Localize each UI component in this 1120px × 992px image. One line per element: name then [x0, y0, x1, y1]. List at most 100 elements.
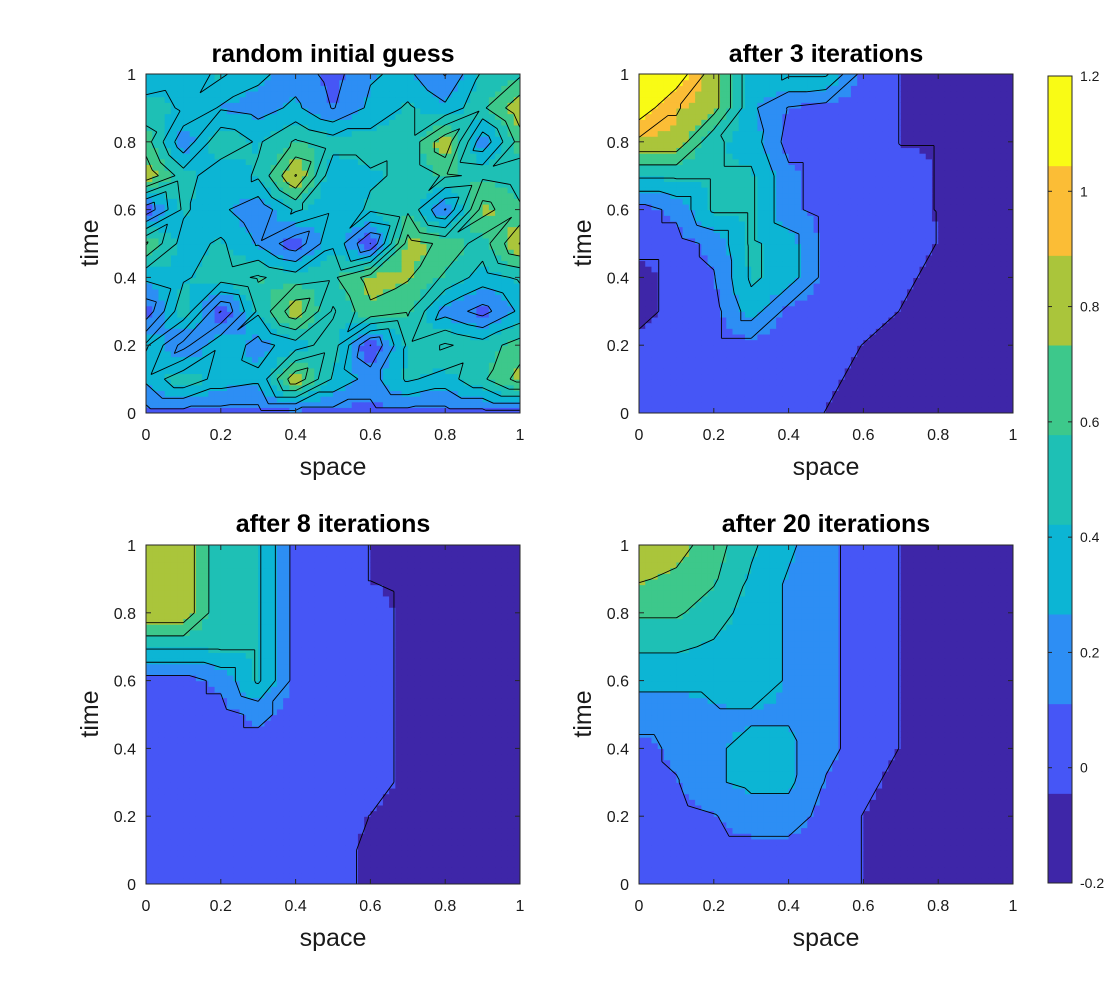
contour-cell	[451, 192, 459, 199]
contour-cell	[289, 277, 297, 284]
contour-cell	[301, 277, 309, 284]
contour-cell	[501, 243, 509, 250]
contour-cell	[270, 345, 278, 352]
contour-cell	[208, 260, 216, 267]
contour-cell	[463, 124, 471, 132]
contour-cell	[838, 283, 846, 290]
contour-cell	[177, 158, 184, 165]
contour-cell	[177, 390, 184, 397]
contour-cell	[963, 350, 970, 358]
contour-cell	[463, 74, 471, 81]
contour-cell	[376, 271, 384, 278]
contour-cell	[401, 356, 409, 363]
contour-cell	[214, 203, 222, 211]
contour-cell	[407, 164, 415, 171]
contour-cell	[944, 379, 952, 386]
contour-cell	[295, 90, 303, 98]
contour-cell	[470, 333, 477, 341]
contour-cell	[819, 294, 827, 301]
contour-cell	[333, 136, 340, 143]
contour-cell	[495, 237, 502, 245]
contour-cell	[432, 164, 440, 171]
contour-cell	[482, 119, 490, 126]
contour-cell	[426, 260, 434, 267]
contour-cell	[177, 243, 184, 250]
contour-cell	[445, 362, 453, 369]
contour-cell	[270, 254, 278, 262]
contour-cell	[245, 85, 253, 92]
contour-cell	[776, 316, 783, 324]
contour-cell	[376, 305, 384, 312]
contour-line	[146, 74, 520, 405]
contour-cell	[639, 294, 646, 301]
contour-cell	[220, 300, 228, 307]
contour-cell	[357, 130, 365, 137]
contour-cell	[994, 328, 1002, 335]
contour-cell	[776, 390, 783, 397]
contour-cell	[944, 356, 952, 363]
contour-cell	[944, 333, 952, 341]
contour-cell	[370, 220, 378, 228]
contour-cell	[513, 226, 520, 233]
contour-cell	[177, 277, 184, 284]
contour-cell	[457, 328, 465, 335]
contour-cell	[251, 102, 259, 109]
contour-cell	[826, 362, 833, 369]
contour-cell	[357, 102, 365, 109]
contour-cell	[950, 356, 958, 363]
contour-cell	[639, 373, 646, 380]
contour-cell	[463, 350, 471, 358]
contour-cell	[676, 316, 684, 324]
contour-cell	[233, 322, 241, 329]
contour-cell	[276, 215, 284, 222]
contour-cell	[395, 136, 403, 143]
contour-cell	[682, 305, 690, 312]
contour-cell	[382, 266, 390, 273]
contour-cell	[944, 373, 952, 380]
contour-cell	[813, 367, 821, 375]
contour-cell	[214, 113, 222, 120]
contour-cell	[314, 90, 322, 98]
contour-cell	[401, 170, 409, 177]
contour-cell	[707, 384, 715, 391]
contour-cell	[751, 356, 759, 363]
contour-cell	[470, 192, 477, 199]
contour-cell	[663, 322, 671, 329]
contour-cell	[707, 407, 715, 413]
contour-cell	[426, 198, 434, 205]
contour-cell	[189, 294, 197, 301]
contour-cell	[345, 107, 353, 115]
contour-cell	[476, 277, 484, 284]
contour-cell	[233, 215, 241, 222]
contour-cell	[170, 170, 178, 177]
contour-cell	[988, 345, 995, 352]
contour-cell	[432, 119, 440, 126]
contour-cell	[389, 322, 396, 329]
contour-cell	[301, 311, 309, 318]
contour-cell	[463, 379, 471, 386]
contour-cell	[146, 328, 153, 335]
contour-cell	[170, 322, 178, 329]
contour-cell	[395, 401, 403, 408]
contour-cell	[963, 390, 970, 397]
contour-cell	[414, 328, 421, 335]
contour-cell	[426, 181, 434, 188]
contour-cell	[757, 384, 765, 391]
contour-cell	[295, 147, 303, 154]
contour-cell	[457, 107, 465, 115]
contour-cell	[913, 300, 921, 307]
contour-cell	[931, 396, 939, 403]
contour-cell	[314, 283, 322, 290]
contour-cell	[888, 384, 896, 391]
contour-cell	[258, 356, 266, 363]
contour-cell	[320, 249, 328, 256]
contour-cell	[482, 379, 490, 386]
contour-cell	[432, 271, 440, 278]
contour-cell	[507, 147, 515, 154]
contour-cell	[233, 124, 241, 132]
contour-cell	[233, 396, 241, 403]
contour-cell	[214, 362, 222, 369]
contour-cell	[314, 220, 322, 228]
contour-cell	[420, 339, 428, 346]
contour-cell	[476, 305, 484, 312]
